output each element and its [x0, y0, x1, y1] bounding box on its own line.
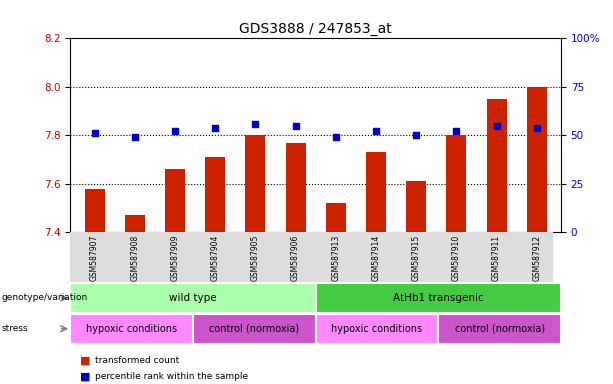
Text: GSM587915: GSM587915	[412, 235, 421, 281]
Text: GSM587909: GSM587909	[170, 235, 180, 281]
Text: stress: stress	[1, 324, 28, 333]
Bar	[205, 157, 225, 232]
Text: GSM587912: GSM587912	[532, 235, 541, 281]
FancyBboxPatch shape	[316, 314, 438, 344]
Bar	[406, 181, 426, 232]
Text: AtHb1 transgenic: AtHb1 transgenic	[393, 293, 484, 303]
Bar	[446, 135, 466, 232]
Text: ■: ■	[80, 371, 90, 381]
Point	[411, 132, 421, 139]
Bar	[165, 169, 185, 232]
Text: percentile rank within the sample: percentile rank within the sample	[95, 372, 248, 381]
Point	[452, 128, 462, 134]
Title: GDS3888 / 247853_at: GDS3888 / 247853_at	[239, 22, 392, 36]
Point	[492, 122, 501, 129]
Point	[291, 122, 300, 129]
Text: GSM587907: GSM587907	[90, 235, 99, 281]
FancyBboxPatch shape	[316, 283, 561, 313]
Bar	[527, 87, 547, 232]
Bar	[245, 135, 265, 232]
FancyBboxPatch shape	[438, 314, 561, 344]
Text: GSM587911: GSM587911	[492, 235, 501, 281]
Text: GSM587913: GSM587913	[331, 235, 340, 281]
Text: GSM587914: GSM587914	[371, 235, 381, 281]
Point	[89, 130, 99, 136]
Text: hypoxic conditions: hypoxic conditions	[86, 324, 177, 334]
Bar	[326, 203, 346, 232]
FancyBboxPatch shape	[70, 283, 316, 313]
Point	[251, 121, 261, 127]
Text: GSM587908: GSM587908	[131, 235, 139, 281]
Point	[331, 134, 341, 141]
Point	[170, 128, 180, 134]
Text: GSM587905: GSM587905	[251, 235, 260, 281]
Bar	[286, 142, 306, 232]
Text: control (normoxia): control (normoxia)	[209, 324, 300, 334]
Point	[532, 124, 542, 131]
Text: transformed count: transformed count	[95, 356, 179, 366]
FancyBboxPatch shape	[193, 314, 316, 344]
Bar	[487, 99, 506, 232]
FancyBboxPatch shape	[70, 232, 553, 282]
Text: GSM587906: GSM587906	[291, 235, 300, 281]
Text: GSM587910: GSM587910	[452, 235, 461, 281]
Bar	[366, 152, 386, 232]
Text: ■: ■	[80, 356, 90, 366]
Text: genotype/variation: genotype/variation	[1, 293, 88, 303]
Point	[371, 128, 381, 134]
Text: hypoxic conditions: hypoxic conditions	[332, 324, 422, 334]
Point	[130, 134, 140, 141]
Text: GSM587904: GSM587904	[211, 235, 219, 281]
Point	[210, 124, 220, 131]
Bar	[125, 215, 145, 232]
Text: wild type: wild type	[169, 293, 217, 303]
Bar	[85, 189, 105, 232]
FancyBboxPatch shape	[70, 314, 193, 344]
Text: control (normoxia): control (normoxia)	[454, 324, 545, 334]
